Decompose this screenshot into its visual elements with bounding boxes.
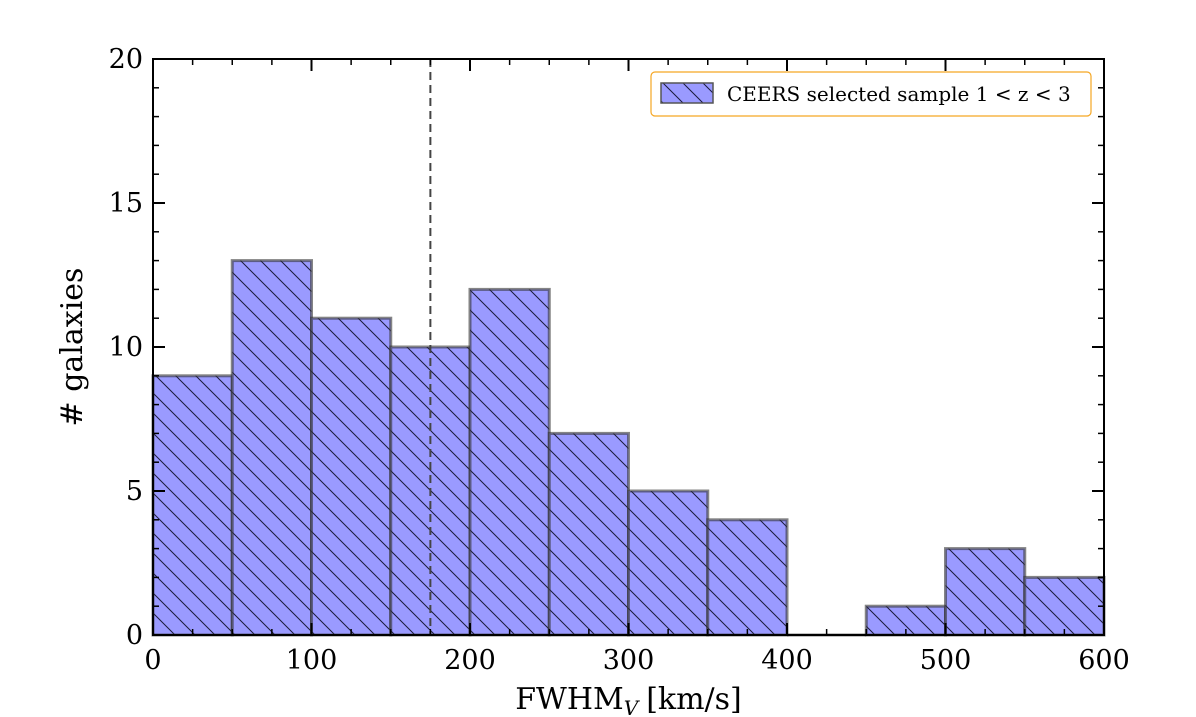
y-tick-label: 15 <box>109 188 143 219</box>
x-tick-label: 600 <box>1078 645 1130 676</box>
legend: CEERS selected sample 1 < z < 3 <box>650 71 1092 117</box>
x-tick-label: 100 <box>286 645 338 676</box>
x-tick-label: 400 <box>761 645 813 676</box>
y-axis-label: # galaxies <box>55 268 90 427</box>
ticks-layer <box>152 58 1105 636</box>
y-tick-label: 20 <box>109 44 143 75</box>
histogram-bar-hatch <box>153 375 233 635</box>
x-axis-label-main: FWHM <box>515 682 624 717</box>
histogram-bar-hatch <box>311 318 391 635</box>
legend-label: CEERS selected sample 1 < z < 3 <box>727 82 1071 106</box>
y-tick-label: 10 <box>109 332 143 363</box>
legend-box <box>650 71 1092 117</box>
bars-layer <box>151 259 1106 637</box>
histogram-bar-hatch <box>707 519 787 635</box>
x-tick-label: 0 <box>144 645 161 676</box>
x-tick-label: 200 <box>444 645 496 676</box>
histogram-bar-hatch <box>470 289 550 635</box>
x-axis-label-subscript: V <box>624 696 641 717</box>
x-tick-label: 300 <box>603 645 655 676</box>
x-axis-label-units: [km/s] <box>646 682 742 717</box>
y-tick-label: 0 <box>126 620 143 651</box>
histogram-bar-hatch <box>232 260 312 635</box>
y-tick-label: 5 <box>126 476 143 507</box>
tick-labels-layer: 0 100 200 300 400 500 600 0 5 10 15 20 <box>109 44 1130 676</box>
histogram-bar-hatch <box>945 548 1025 635</box>
histogram-bar-hatch <box>1024 577 1104 635</box>
histogram-bar-hatch <box>628 491 708 635</box>
x-axis-label: FWHMV [km/s] <box>515 682 742 717</box>
legend-swatch-hatch <box>660 82 714 104</box>
histogram-bar-hatch <box>549 433 629 635</box>
x-tick-label: 500 <box>920 645 972 676</box>
